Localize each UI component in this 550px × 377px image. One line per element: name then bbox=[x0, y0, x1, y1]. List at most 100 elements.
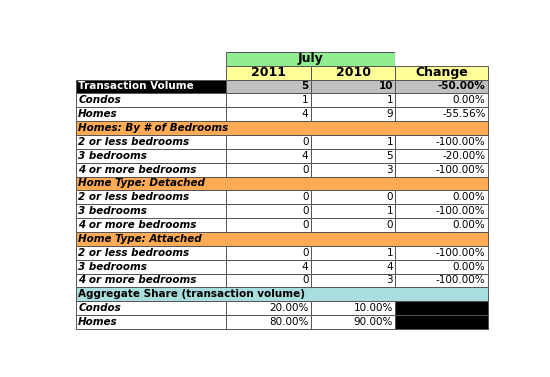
Bar bbox=[395, 190, 488, 204]
Bar bbox=[311, 274, 395, 287]
Bar bbox=[76, 162, 226, 176]
Text: Home Type: Attached: Home Type: Attached bbox=[78, 234, 202, 244]
Bar bbox=[311, 315, 395, 329]
Bar bbox=[76, 66, 226, 80]
Text: 0: 0 bbox=[302, 137, 309, 147]
Text: 2011: 2011 bbox=[251, 66, 286, 79]
Bar bbox=[311, 66, 395, 80]
Bar bbox=[311, 204, 395, 218]
Bar bbox=[226, 204, 311, 218]
Bar bbox=[226, 190, 311, 204]
Bar bbox=[226, 93, 311, 107]
Bar bbox=[395, 315, 488, 329]
Text: 5: 5 bbox=[301, 81, 309, 92]
Bar bbox=[395, 52, 488, 66]
Text: 3: 3 bbox=[387, 276, 393, 285]
Text: Homes: By # of Bedrooms: Homes: By # of Bedrooms bbox=[78, 123, 228, 133]
Text: Condos: Condos bbox=[78, 95, 121, 105]
Bar bbox=[226, 218, 311, 232]
Text: 4: 4 bbox=[387, 262, 393, 271]
Text: Homes: Homes bbox=[78, 109, 118, 119]
Bar bbox=[76, 93, 226, 107]
Bar bbox=[395, 162, 488, 176]
Bar bbox=[226, 260, 311, 274]
Bar bbox=[76, 121, 488, 135]
Bar bbox=[76, 135, 226, 149]
Text: -100.00%: -100.00% bbox=[436, 165, 486, 175]
Text: 2010: 2010 bbox=[336, 66, 371, 79]
Bar bbox=[395, 135, 488, 149]
Bar bbox=[395, 260, 488, 274]
Bar bbox=[311, 149, 395, 162]
Text: -20.00%: -20.00% bbox=[442, 151, 486, 161]
Bar bbox=[311, 190, 395, 204]
Text: 3 bedrooms: 3 bedrooms bbox=[78, 151, 147, 161]
Bar bbox=[76, 315, 226, 329]
Text: 4 or more bedrooms: 4 or more bedrooms bbox=[78, 165, 196, 175]
Bar bbox=[76, 107, 226, 121]
Bar bbox=[76, 52, 226, 66]
Bar bbox=[395, 80, 488, 93]
Text: 2 or less bedrooms: 2 or less bedrooms bbox=[78, 248, 189, 258]
Bar bbox=[226, 80, 311, 93]
Bar bbox=[226, 162, 311, 176]
Text: 3 bedrooms: 3 bedrooms bbox=[78, 262, 147, 271]
Bar bbox=[226, 135, 311, 149]
Bar bbox=[226, 66, 311, 80]
Text: Home Type: Detached: Home Type: Detached bbox=[78, 178, 205, 188]
Text: 1: 1 bbox=[387, 206, 393, 216]
Text: 3: 3 bbox=[387, 165, 393, 175]
Bar bbox=[311, 80, 395, 93]
Bar bbox=[76, 204, 226, 218]
Bar bbox=[395, 274, 488, 287]
Text: 3 bedrooms: 3 bedrooms bbox=[78, 206, 147, 216]
Text: 0: 0 bbox=[302, 248, 309, 258]
Text: Transaction Volume: Transaction Volume bbox=[78, 81, 194, 92]
Text: 0: 0 bbox=[387, 220, 393, 230]
Text: 0: 0 bbox=[302, 206, 309, 216]
Text: 0: 0 bbox=[302, 165, 309, 175]
Text: -100.00%: -100.00% bbox=[436, 206, 486, 216]
Text: July: July bbox=[298, 52, 323, 65]
Text: 1: 1 bbox=[387, 137, 393, 147]
Bar bbox=[76, 260, 226, 274]
Bar bbox=[395, 204, 488, 218]
Text: 1: 1 bbox=[302, 95, 309, 105]
Text: -50.00%: -50.00% bbox=[438, 81, 486, 92]
Text: -100.00%: -100.00% bbox=[436, 137, 486, 147]
Text: 4 or more bedrooms: 4 or more bedrooms bbox=[78, 276, 196, 285]
Text: 20.00%: 20.00% bbox=[269, 303, 309, 313]
Text: 10: 10 bbox=[378, 81, 393, 92]
Bar bbox=[395, 66, 488, 80]
Text: Aggregate Share (transaction volume): Aggregate Share (transaction volume) bbox=[78, 289, 305, 299]
Bar bbox=[311, 260, 395, 274]
Bar bbox=[311, 107, 395, 121]
Bar bbox=[311, 246, 395, 260]
Bar bbox=[76, 274, 226, 287]
Bar bbox=[226, 246, 311, 260]
Text: 4 or more bedrooms: 4 or more bedrooms bbox=[78, 220, 196, 230]
Bar bbox=[226, 52, 395, 66]
Text: 0.00%: 0.00% bbox=[453, 262, 486, 271]
Bar bbox=[76, 149, 226, 162]
Text: 1: 1 bbox=[387, 248, 393, 258]
Bar bbox=[311, 135, 395, 149]
Bar bbox=[76, 176, 488, 190]
Text: Condos: Condos bbox=[78, 303, 121, 313]
Text: 80.00%: 80.00% bbox=[269, 317, 309, 327]
Bar bbox=[76, 232, 488, 246]
Text: 0: 0 bbox=[302, 276, 309, 285]
Text: Change: Change bbox=[415, 66, 468, 79]
Text: 0: 0 bbox=[387, 192, 393, 202]
Text: 4: 4 bbox=[302, 262, 309, 271]
Text: 5: 5 bbox=[387, 151, 393, 161]
Bar bbox=[76, 190, 226, 204]
Text: 0: 0 bbox=[302, 192, 309, 202]
Bar bbox=[311, 301, 395, 315]
Text: 4: 4 bbox=[302, 151, 309, 161]
Bar bbox=[76, 287, 488, 301]
Text: -100.00%: -100.00% bbox=[436, 248, 486, 258]
Text: 9: 9 bbox=[387, 109, 393, 119]
Bar bbox=[395, 301, 488, 315]
Text: 10.00%: 10.00% bbox=[354, 303, 393, 313]
